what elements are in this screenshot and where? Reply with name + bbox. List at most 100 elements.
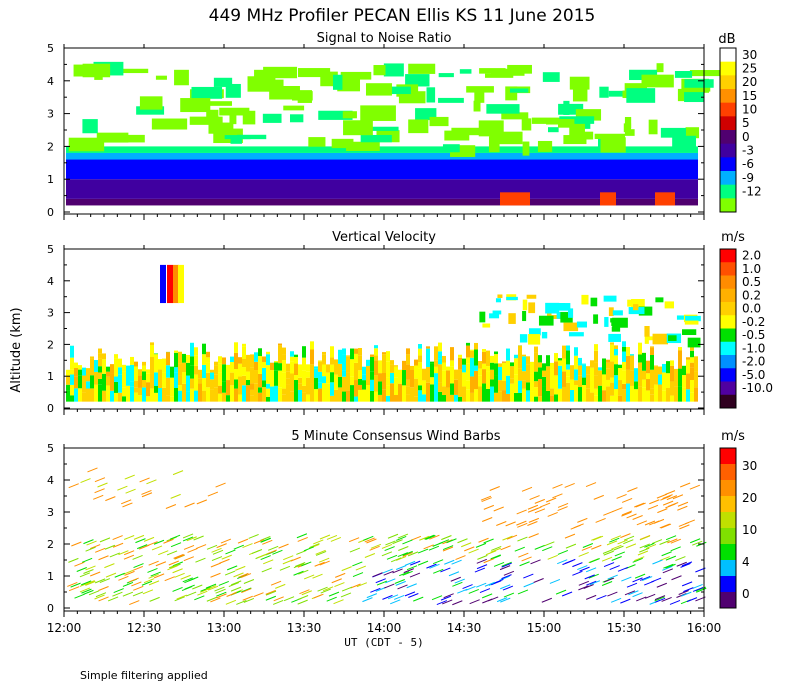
vv-cell — [554, 375, 558, 395]
snr-echo — [96, 132, 129, 143]
wind-barb — [665, 535, 677, 541]
vv-cell — [262, 387, 266, 402]
colorbar-label: 0 — [742, 130, 750, 144]
vv-cell — [358, 355, 362, 371]
colorbar-swatch — [720, 381, 736, 396]
colorbar-swatch — [720, 560, 736, 577]
wind-barb — [390, 599, 401, 605]
vv-cell — [186, 391, 190, 402]
vv-cell — [278, 387, 282, 402]
vv-cell — [234, 342, 238, 353]
vv-cell — [566, 369, 570, 377]
wind-barb — [169, 534, 181, 540]
wind-barb — [194, 595, 205, 601]
wind-barb — [519, 561, 530, 567]
vv-cell — [206, 357, 210, 363]
wind-barb — [94, 594, 105, 600]
vv-cell — [470, 357, 474, 377]
vv-cell — [466, 345, 470, 358]
vv-cell — [434, 360, 438, 367]
vv-cell — [546, 381, 550, 391]
wind-barb — [628, 590, 639, 596]
wind-barb — [172, 470, 184, 476]
wind-barb — [645, 593, 656, 599]
wind-barb — [499, 565, 511, 571]
wind-barb — [603, 510, 614, 516]
wind-barb — [272, 599, 284, 605]
wind-barb — [87, 467, 98, 473]
vv-cell — [490, 379, 494, 387]
wind-barb — [669, 599, 681, 605]
footer-note: Simple filtering applied — [80, 669, 208, 682]
vv-cell — [254, 361, 258, 371]
wind-barb — [632, 577, 643, 583]
snr-echo — [263, 66, 298, 79]
wind-barb — [452, 581, 463, 587]
wind-barb — [253, 539, 265, 544]
vv-cell — [474, 389, 478, 402]
vv-cell — [150, 345, 154, 358]
wind-barb — [442, 539, 453, 545]
vv-cell — [246, 354, 250, 372]
wind-barb — [210, 597, 221, 603]
snr-echo — [308, 137, 326, 147]
vv-cell — [186, 362, 190, 376]
vv-cell — [478, 361, 482, 369]
vv-cell — [598, 385, 602, 402]
vv-cell — [134, 392, 138, 402]
wind-barb — [409, 572, 421, 578]
vv-cell — [438, 351, 442, 359]
vv-cell — [294, 363, 298, 376]
wind-barb — [313, 593, 324, 599]
vv-cell — [642, 352, 646, 371]
colorbar-swatch — [720, 89, 736, 104]
wind-barb — [607, 591, 618, 597]
wind-barb — [681, 561, 693, 567]
vv-cell — [210, 389, 214, 402]
wind-barb — [236, 599, 247, 605]
vv-cell — [346, 372, 350, 391]
vv-cell — [506, 393, 510, 402]
wind-barb — [376, 580, 388, 586]
wind-barb — [215, 482, 226, 488]
wind-barb — [577, 517, 588, 523]
wind-barb — [589, 558, 600, 563]
wind-barb — [483, 558, 494, 564]
wind-barb — [294, 562, 306, 567]
vv-echo — [581, 294, 589, 305]
vv-cell — [414, 359, 418, 366]
wind-barb — [602, 549, 614, 554]
snr-echo — [343, 120, 373, 136]
colorbar-label: 0 — [742, 587, 750, 601]
vv-cell — [354, 362, 358, 381]
vv-cell — [154, 354, 158, 373]
snr-echo — [648, 119, 658, 135]
vv-cell — [542, 370, 546, 377]
vv-cell — [342, 348, 346, 355]
vv-cell — [150, 388, 154, 402]
vv-cell — [390, 372, 394, 384]
wind-barb — [363, 535, 374, 541]
wind-barb — [417, 560, 429, 566]
vv-cell — [70, 357, 74, 370]
wind-barb — [652, 559, 663, 565]
wind-barb — [397, 552, 409, 558]
y-tick-label: 0 — [47, 402, 54, 415]
vv-cell — [158, 388, 162, 402]
vv-cell — [98, 348, 102, 354]
wind-barb — [182, 533, 194, 539]
wind-barb — [530, 559, 541, 565]
wind-barb — [180, 574, 191, 580]
wind-barb — [272, 549, 283, 555]
vv-cell — [166, 377, 170, 396]
vv-cell — [630, 385, 634, 402]
x-tick-label: 12:30 — [127, 621, 162, 635]
vv-cell — [306, 364, 310, 372]
colorbar-swatch — [720, 576, 736, 593]
wind-barb — [207, 491, 219, 497]
vv-cell — [694, 371, 698, 388]
vv-cell — [382, 352, 386, 355]
snr-echo — [600, 137, 626, 153]
wind-barb — [547, 511, 558, 517]
